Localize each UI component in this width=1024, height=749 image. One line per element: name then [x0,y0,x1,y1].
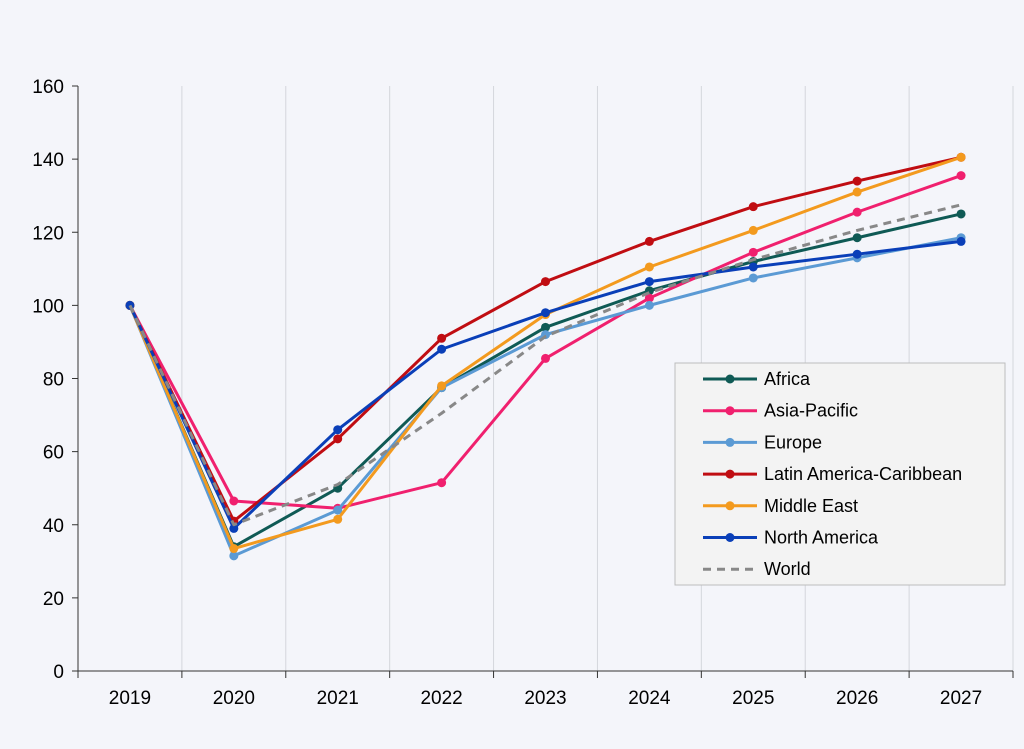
data-point-asia-pacific [229,496,239,506]
data-point-asia-pacific [541,353,550,363]
x-tick-label: 2023 [524,688,566,709]
data-point-africa [541,322,550,332]
data-point-middle-east [852,187,862,197]
data-point-latin-america-caribbean [644,236,654,246]
series-world [128,203,962,527]
x-tick-label: 2024 [628,688,671,709]
y-tick-label: 20 [43,589,64,610]
x-tick-label: 2026 [836,688,878,709]
legend-label: North America [764,528,879,548]
x-tick-label: 2025 [732,688,774,709]
data-point-asia-pacific [852,207,862,217]
data-point-latin-america-caribbean [748,202,758,212]
legend-label: Middle East [764,496,858,516]
x-tick-label: 2019 [109,688,151,709]
y-tick-label: 0 [53,662,64,683]
data-point-north-america [541,308,550,318]
legend-item-asia-pacific: Asia-Pacific [703,401,858,421]
axes: 0 20 40 60 80 100 120 140 160 2019 2020 2021 2022 202… [32,77,1014,709]
series-line-world [128,203,962,527]
legend-marker [725,501,735,511]
legend: Africa Asia-Pacific Europe Latin America-Ca… [674,362,1006,586]
data-point-middle-east [333,514,343,524]
legend-item-africa: Africa [703,369,811,389]
data-point-north-america [437,344,447,354]
data-point-middle-east [437,381,447,391]
series-lines [125,152,966,561]
data-point-middle-east [644,262,654,272]
legend-item-europe: Europe [703,432,822,452]
data-point-north-america [852,249,862,259]
y-tick-label: 140 [32,150,64,171]
data-point-asia-pacific [748,247,758,257]
legend-marker [725,533,735,542]
data-point-africa [956,209,966,219]
y-tick-label: 160 [32,77,64,98]
data-point-latin-america-caribbean [437,333,447,343]
data-point-europe [644,300,654,310]
legend-item-north-america: North America [703,528,879,548]
data-point-middle-east [956,152,966,162]
legend-marker [725,406,735,416]
legend-item-latin-america-caribbean: Latin America-Caribbean [703,464,962,484]
series-north-america [125,236,966,533]
data-point-latin-america-caribbean [541,277,550,287]
data-point-north-america [748,262,758,272]
data-point-europe [333,505,343,515]
x-tick-label: 2021 [317,688,359,709]
data-point-north-america [956,236,966,246]
data-point-latin-america-caribbean [333,434,343,444]
legend-label: Asia-Pacific [764,401,858,421]
data-point-north-america [229,523,239,533]
legend-marker [725,469,735,479]
legend-label: Latin America-Caribbean [764,464,962,484]
data-point-middle-east [229,544,239,554]
data-point-europe [229,551,239,561]
legend-label: Africa [764,369,811,389]
x-tick-label: 2027 [940,688,982,709]
y-tick-label: 100 [32,296,64,317]
data-point-asia-pacific [437,478,447,488]
legend-marker [725,374,735,384]
legend-label: World [764,559,811,579]
data-point-middle-east [748,225,758,235]
legend-label: Europe [764,432,822,452]
data-point-asia-pacific [956,171,966,181]
y-tick-label: 40 [43,516,64,537]
data-point-africa [852,233,862,243]
legend-item-world: World [703,559,811,579]
data-point-north-america [644,277,654,287]
y-tick-label: 120 [32,223,64,244]
data-point-asia-pacific [644,293,654,303]
data-point-latin-america-caribbean [852,176,862,186]
data-point-europe [748,273,758,283]
legend-marker [725,437,735,447]
y-tick-label: 80 [43,370,64,391]
legend-item-middle-east: Middle East [703,496,858,516]
x-tick-label: 2020 [213,688,255,709]
y-tick-label: 60 [43,443,64,464]
x-tick-label: 2022 [420,688,462,709]
data-point-north-america [333,425,343,435]
